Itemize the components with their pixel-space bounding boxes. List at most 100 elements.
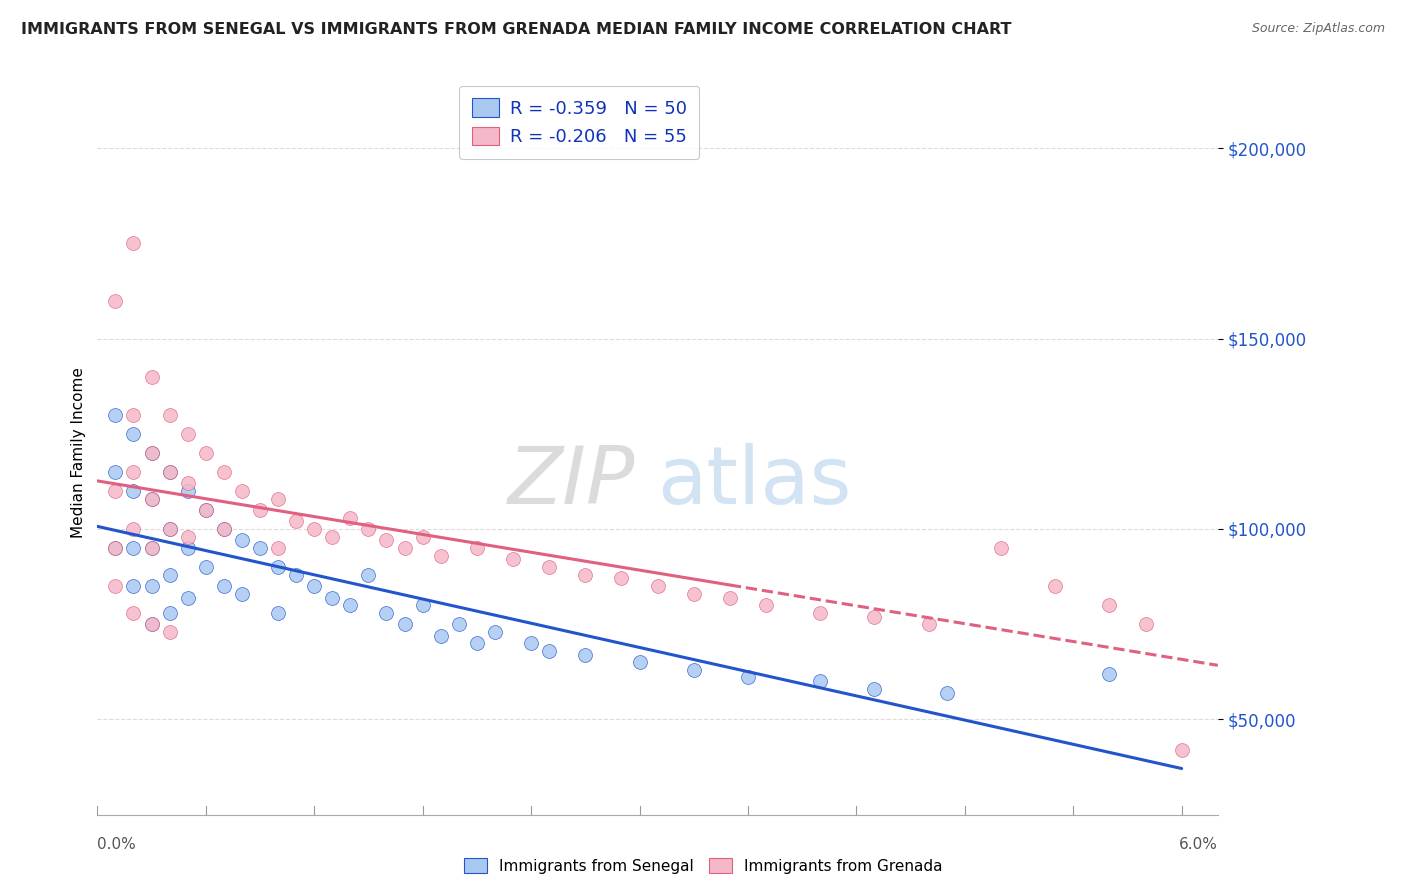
Point bbox=[122, 522, 145, 536]
Text: 6.0%: 6.0% bbox=[1178, 837, 1218, 852]
Point bbox=[159, 567, 181, 582]
Point bbox=[808, 674, 831, 689]
Point bbox=[682, 587, 704, 601]
Point bbox=[104, 293, 127, 308]
Point bbox=[990, 541, 1012, 555]
Point bbox=[159, 606, 181, 620]
Point bbox=[339, 598, 361, 612]
Point bbox=[538, 644, 561, 658]
Point bbox=[1135, 617, 1157, 632]
Text: 0.0%: 0.0% bbox=[97, 837, 136, 852]
Point bbox=[610, 572, 633, 586]
Text: ZIP: ZIP bbox=[508, 442, 636, 521]
Point bbox=[231, 587, 253, 601]
Point bbox=[718, 591, 741, 605]
Point bbox=[465, 636, 488, 650]
Point bbox=[375, 533, 398, 548]
Text: atlas: atlas bbox=[658, 442, 852, 521]
Point bbox=[122, 408, 145, 422]
Point bbox=[194, 560, 217, 574]
Point bbox=[267, 560, 290, 574]
Point bbox=[122, 541, 145, 555]
Point bbox=[159, 624, 181, 639]
Point bbox=[1170, 743, 1192, 757]
Point bbox=[194, 446, 217, 460]
Point bbox=[285, 514, 308, 528]
Point bbox=[141, 446, 163, 460]
Point bbox=[141, 541, 163, 555]
Point bbox=[104, 408, 127, 422]
Point bbox=[321, 530, 343, 544]
Point bbox=[249, 503, 271, 517]
Point bbox=[394, 617, 416, 632]
Point bbox=[177, 541, 200, 555]
Point bbox=[935, 686, 957, 700]
Point bbox=[267, 541, 290, 555]
Point bbox=[141, 579, 163, 593]
Point bbox=[194, 503, 217, 517]
Point bbox=[285, 567, 308, 582]
Point bbox=[159, 522, 181, 536]
Point bbox=[122, 426, 145, 441]
Point bbox=[484, 624, 506, 639]
Point bbox=[231, 533, 253, 548]
Point bbox=[1098, 598, 1121, 612]
Y-axis label: Median Family Income: Median Family Income bbox=[72, 368, 86, 538]
Point bbox=[647, 579, 669, 593]
Point bbox=[321, 591, 343, 605]
Point bbox=[375, 606, 398, 620]
Point bbox=[412, 598, 434, 612]
Point bbox=[141, 617, 163, 632]
Point bbox=[159, 465, 181, 479]
Point bbox=[429, 549, 451, 563]
Point bbox=[212, 522, 235, 536]
Point bbox=[122, 465, 145, 479]
Point bbox=[122, 483, 145, 498]
Point bbox=[141, 491, 163, 506]
Point bbox=[538, 560, 561, 574]
Point bbox=[808, 606, 831, 620]
Point bbox=[104, 579, 127, 593]
Point bbox=[194, 503, 217, 517]
Point bbox=[357, 567, 380, 582]
Point bbox=[520, 636, 543, 650]
Text: IMMIGRANTS FROM SENEGAL VS IMMIGRANTS FROM GRENADA MEDIAN FAMILY INCOME CORRELAT: IMMIGRANTS FROM SENEGAL VS IMMIGRANTS FR… bbox=[21, 22, 1011, 37]
Point bbox=[159, 522, 181, 536]
Point bbox=[737, 671, 759, 685]
Point bbox=[177, 426, 200, 441]
Point bbox=[122, 236, 145, 251]
Point bbox=[1098, 666, 1121, 681]
Point bbox=[249, 541, 271, 555]
Point bbox=[177, 530, 200, 544]
Point bbox=[104, 465, 127, 479]
Point bbox=[141, 617, 163, 632]
Point bbox=[177, 483, 200, 498]
Point bbox=[141, 446, 163, 460]
Point bbox=[231, 483, 253, 498]
Point bbox=[212, 465, 235, 479]
Point bbox=[682, 663, 704, 677]
Point bbox=[628, 655, 651, 669]
Legend: Immigrants from Senegal, Immigrants from Grenada: Immigrants from Senegal, Immigrants from… bbox=[457, 852, 949, 880]
Point bbox=[159, 408, 181, 422]
Point bbox=[863, 609, 886, 624]
Point bbox=[104, 541, 127, 555]
Point bbox=[394, 541, 416, 555]
Point bbox=[141, 491, 163, 506]
Point bbox=[447, 617, 470, 632]
Legend: R = -0.359   N = 50, R = -0.206   N = 55: R = -0.359 N = 50, R = -0.206 N = 55 bbox=[458, 86, 699, 159]
Point bbox=[502, 552, 524, 566]
Point bbox=[917, 617, 939, 632]
Point bbox=[465, 541, 488, 555]
Point bbox=[212, 579, 235, 593]
Point bbox=[267, 606, 290, 620]
Point bbox=[159, 465, 181, 479]
Point bbox=[574, 567, 596, 582]
Point bbox=[302, 579, 325, 593]
Point bbox=[357, 522, 380, 536]
Point bbox=[1043, 579, 1066, 593]
Point bbox=[267, 491, 290, 506]
Point bbox=[302, 522, 325, 536]
Point bbox=[104, 541, 127, 555]
Text: Source: ZipAtlas.com: Source: ZipAtlas.com bbox=[1251, 22, 1385, 36]
